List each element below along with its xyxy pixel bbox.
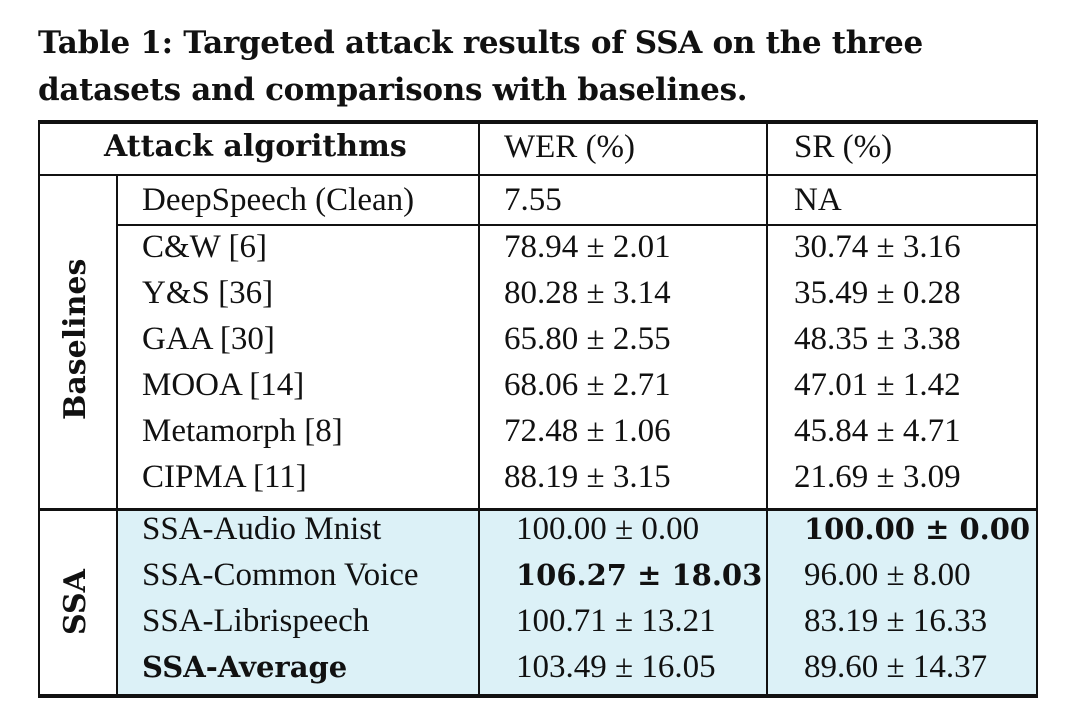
- wer-column-divider: [478, 120, 480, 698]
- sr-column-divider: [766, 120, 768, 698]
- row-sr: 35.49 ± 0.28: [794, 275, 961, 311]
- row-wer: 7.55: [504, 182, 562, 218]
- row-name: Y&S [36]: [142, 275, 274, 311]
- table-caption: Table 1: Targeted attack results of SSA …: [38, 25, 923, 108]
- row-name: MOOA [14]: [142, 367, 305, 403]
- row-sr: 45.84 ± 4.71: [794, 413, 961, 449]
- ssa-row-wer: 100.71 ± 13.21: [516, 603, 716, 639]
- group-label-ssa: SSA: [58, 569, 93, 635]
- row-wer: 65.80 ± 2.55: [504, 321, 671, 357]
- row-sr: NA: [794, 182, 842, 218]
- group-rule: [38, 508, 1038, 511]
- row-sr: 47.01 ± 1.42: [794, 367, 961, 403]
- header-wer: WER (%): [504, 129, 636, 165]
- row-wer: 88.19 ± 3.15: [504, 459, 671, 495]
- ssa-row-wer: 100.00 ± 0.00: [516, 511, 700, 547]
- row-name: Metamorph [8]: [142, 413, 343, 449]
- row-name: DeepSpeech (Clean): [142, 182, 415, 218]
- row-wer: 68.06 ± 2.71: [504, 367, 671, 403]
- clean-row-rule: [116, 224, 1038, 226]
- header-sr: SR (%): [794, 129, 893, 165]
- right-border: [1036, 120, 1038, 698]
- row-wer: 80.28 ± 3.14: [504, 275, 671, 311]
- ssa-row-name: SSA-Common Voice: [142, 557, 419, 593]
- header-attack-algorithms: Attack algorithms: [104, 129, 407, 164]
- ssa-row-sr-best: 100.00 ± 0.00: [804, 512, 1031, 546]
- row-name: GAA [30]: [142, 321, 275, 357]
- row-sr: 30.74 ± 3.16: [794, 229, 961, 265]
- header-rule: [38, 174, 1038, 176]
- row-name: CIPMA [11]: [142, 459, 307, 495]
- ssa-highlight-band: [116, 510, 1036, 694]
- row-wer: 78.94 ± 2.01: [504, 229, 671, 265]
- results-table: Attack algorithms WER (%) SR (%) Baselin…: [38, 120, 1038, 700]
- row-sr: 21.69 ± 3.09: [794, 459, 961, 495]
- ssa-row-sr: 96.00 ± 8.00: [804, 557, 971, 593]
- bottom-rule: [38, 694, 1038, 698]
- ssa-row-wer-best: 106.27 ± 18.03: [516, 558, 763, 592]
- row-sr: 48.35 ± 3.38: [794, 321, 961, 357]
- group-divider: [116, 174, 118, 698]
- group-label-baselines: Baselines: [58, 258, 93, 420]
- ssa-average-wer: 103.49 ± 16.05: [516, 649, 716, 685]
- ssa-row-sr: 83.19 ± 16.33: [804, 603, 988, 639]
- ssa-row-name: SSA-Librispeech: [142, 603, 370, 639]
- ssa-average-sr: 89.60 ± 14.37: [804, 649, 988, 685]
- ssa-row-name: SSA-Audio Mnist: [142, 511, 382, 547]
- row-name: C&W [6]: [142, 229, 267, 265]
- left-border: [38, 120, 40, 698]
- top-rule: [38, 120, 1038, 124]
- ssa-average-name: SSA-Average: [142, 650, 348, 684]
- row-wer: 72.48 ± 1.06: [504, 413, 671, 449]
